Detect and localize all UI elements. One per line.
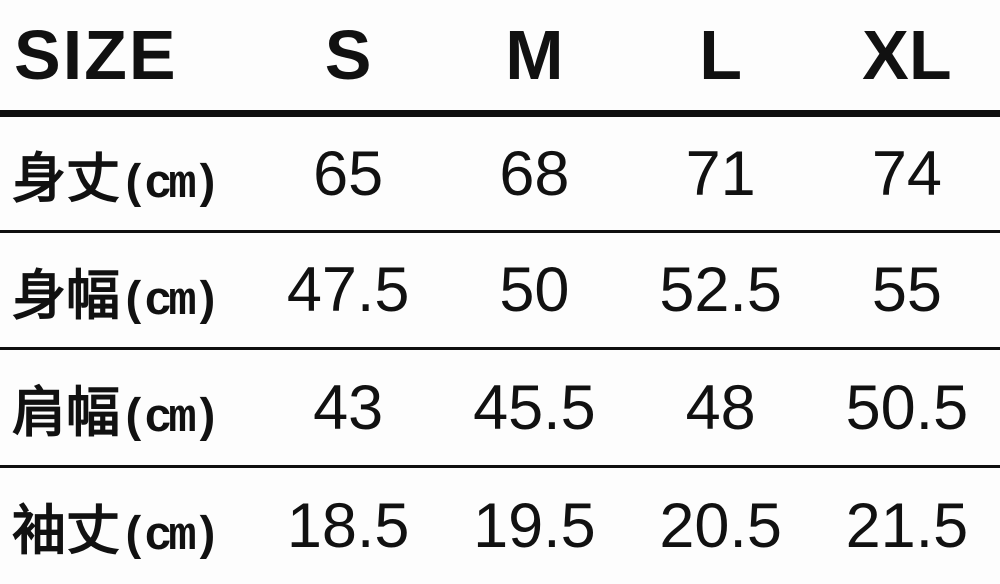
cell-value: 18.5: [286, 490, 410, 561]
cell-value: 48: [627, 348, 814, 468]
cell-value: 45.5: [441, 348, 628, 468]
cell-value: 43: [255, 348, 442, 468]
row-label-text: 肩幅: [12, 383, 120, 444]
cell-value: 19.5: [473, 490, 596, 561]
table-row-body-width: 身幅(cm) 47.5 50 52.5 55: [0, 231, 1000, 351]
header-cell-xl: XL: [813, 0, 1000, 118]
cell-value: 68: [441, 113, 628, 233]
header-cell-m: M: [441, 0, 628, 118]
cell-value: 55: [813, 231, 1000, 351]
row-label-text: 身幅: [12, 265, 120, 326]
header-cell-s: S: [255, 0, 442, 118]
cell-value: 50: [441, 231, 628, 351]
row-label: 身幅(cm): [0, 231, 255, 351]
row-label: 身丈(cm): [0, 113, 255, 233]
cell-value: 65: [255, 113, 442, 233]
header-cell-l: L: [627, 0, 814, 118]
cell-value: 47.5: [255, 231, 442, 351]
cell-value: 20.5: [659, 490, 782, 561]
row-label: 肩幅(cm): [0, 348, 255, 468]
header-cell-size: SIZE: [0, 0, 255, 118]
cell-value: 52.5: [627, 231, 814, 351]
table-row-body-length: 身丈(cm) 65 68 71 74: [0, 113, 1000, 233]
table-row-sleeve-length: 袖丈(cm) 18.5 19.5 20.5 21.5: [0, 466, 1000, 584]
cell-value: 21.5: [845, 490, 969, 561]
row-unit: (cm): [120, 393, 221, 447]
row-unit: (cm): [120, 275, 221, 329]
row-label-text: 身丈: [12, 149, 120, 210]
cell-value: 74: [813, 113, 1000, 233]
row-unit: (cm): [120, 511, 221, 565]
row-label: 袖丈(cm): [0, 466, 255, 584]
header-row: SIZE S M L XL: [0, 0, 1000, 118]
table-row-shoulder-width: 肩幅(cm) 43 45.5 48 50.5: [0, 348, 1000, 468]
cell-value: 50.5: [813, 348, 1000, 468]
row-label-text: 袖丈: [12, 501, 120, 562]
cell-value: 71: [627, 113, 814, 233]
row-unit: (cm): [120, 159, 221, 213]
